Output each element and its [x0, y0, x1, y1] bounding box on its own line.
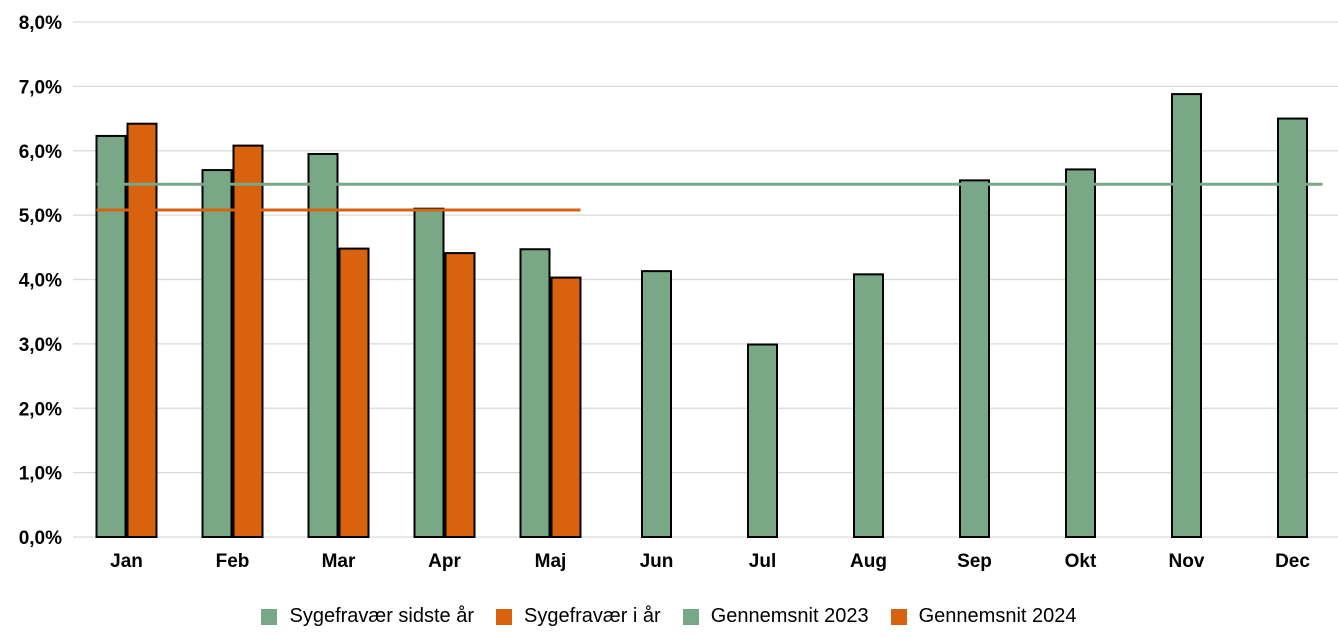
legend-label: Sygefravær i år [524, 605, 661, 627]
bar-jul-series-0 [747, 343, 778, 538]
y-tick-label: 6,0% [19, 142, 62, 163]
bar-apr-series-0 [413, 207, 445, 538]
average-lines [96, 182, 1323, 212]
legend-item-gennemsnit-2024: Gennemsnit 2024 [890, 605, 1077, 628]
x-tick-label: Okt [1065, 551, 1097, 572]
y-axis-tick-labels: 0,0% 1,0% 2,0% 3,0% 4,0% 5,0% 6,0% 7,0% 8,0% [19, 13, 62, 549]
bar-feb-series-1 [232, 144, 264, 538]
x-tick-label: Maj [535, 551, 567, 572]
legend: Sygefravær sidste år Sygefravær i år Gen… [0, 605, 1338, 628]
legend-item-gennemsnit-2023: Gennemsnit 2023 [682, 605, 869, 628]
y-tick-label: 0,0% [19, 528, 62, 549]
bar-sep-series-0 [959, 179, 990, 539]
bar-aug-series-0 [853, 273, 884, 538]
x-tick-label: Jul [749, 551, 776, 572]
x-tick-label: Dec [1275, 551, 1310, 572]
x-tick-label: Aug [850, 551, 887, 572]
x-tick-label: Jun [640, 551, 674, 572]
legend-item-sygefravaer-i-aar: Sygefravær i år [496, 605, 661, 628]
bar-jun-series-0 [641, 270, 672, 538]
y-tick-label: 4,0% [19, 271, 62, 292]
legend-swatch [261, 608, 278, 625]
y-tick-label: 1,0% [19, 464, 62, 485]
x-tick-label: Sep [957, 551, 992, 572]
x-tick-label: Jan [110, 551, 143, 572]
legend-label: Sygefravær sidste år [289, 605, 474, 627]
bar-apr-series-1 [444, 252, 476, 538]
legend-swatch [496, 608, 512, 625]
bar-mar-series-1 [338, 247, 370, 538]
x-axis-tick-labels: Jan Feb Mar Apr Maj Jun Jul Aug Sep Okt Nov Dec [110, 551, 1310, 572]
legend-swatch [890, 608, 907, 625]
bar-dec-series-0 [1277, 117, 1308, 538]
y-tick-label: 7,0% [19, 77, 62, 98]
y-tick-label: 3,0% [19, 335, 62, 356]
y-tick-label: 8,0% [19, 13, 62, 34]
x-tick-label: Feb [216, 551, 250, 572]
bars [95, 93, 1308, 539]
x-tick-label: Apr [428, 551, 461, 572]
bar-maj-series-1 [550, 276, 582, 538]
bar-okt-series-0 [1065, 168, 1096, 538]
bar-jan-series-1 [126, 122, 158, 539]
bar-feb-series-0 [201, 169, 233, 538]
chart: 0,0% 1,0% 2,0% 3,0% 4,0% 5,0% 6,0% 7,0% 8,0% Jan… [19, 13, 1338, 572]
legend-item-sygefravaer-sidste-aar: Sygefravær sidste år [261, 605, 474, 628]
x-tick-label: Mar [322, 551, 356, 572]
y-tick-label: 5,0% [19, 206, 62, 227]
legend-swatch [682, 608, 699, 625]
legend-label: Gennemsnit 2023 [710, 605, 869, 627]
bar-mar-series-0 [307, 152, 339, 538]
y-tick-label: 2,0% [19, 399, 62, 420]
bar-jan-series-0 [95, 134, 127, 538]
bar-nov-series-0 [1171, 93, 1202, 538]
gridlines [73, 21, 1338, 538]
x-tick-label: Nov [1169, 551, 1205, 572]
bar-maj-series-0 [519, 248, 551, 538]
legend-label: Gennemsnit 2024 [918, 605, 1077, 627]
